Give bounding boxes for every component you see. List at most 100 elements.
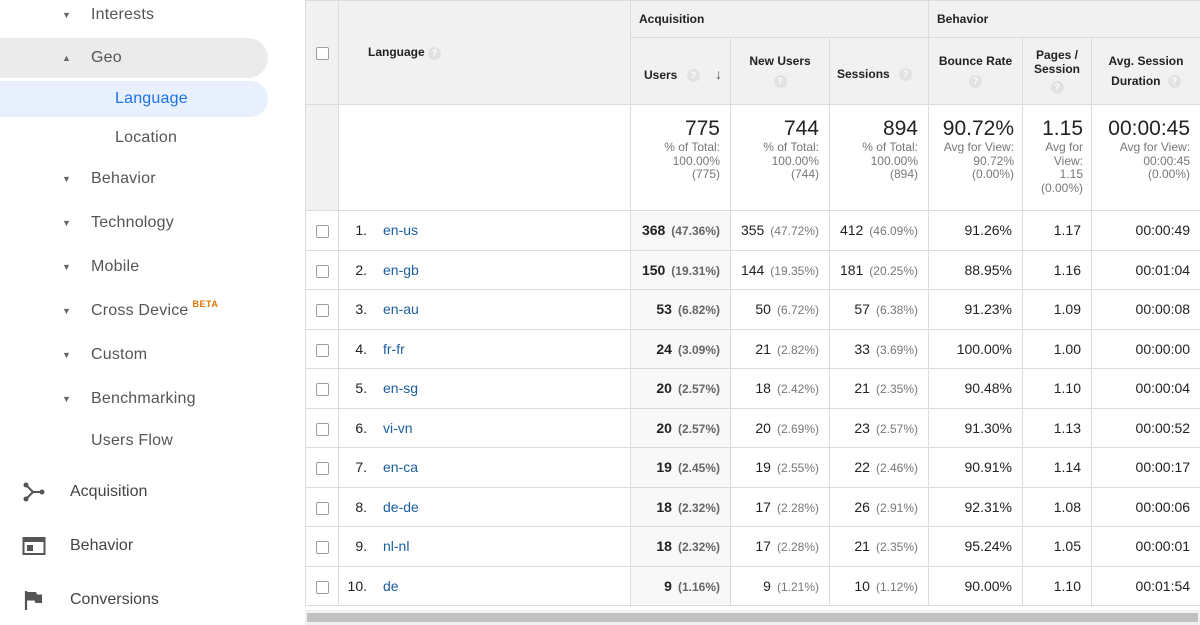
new-users-value: 18 xyxy=(755,380,771,397)
section-acquisition[interactable]: Acquisition xyxy=(0,470,300,514)
col-users[interactable]: Users ? ↓ xyxy=(630,37,731,105)
new-users-value: 19 xyxy=(755,459,771,476)
nav-label: Language xyxy=(115,90,188,107)
row-select-cell xyxy=(305,526,339,567)
sessions-percent: (1.12%) xyxy=(875,579,918,594)
total-bounce-rate: 90.72% Avg for View: 90.72% (0.00%) xyxy=(928,104,1023,211)
new-users-cell: 355 (47.72%) xyxy=(730,210,830,251)
sessions-percent: (3.69%) xyxy=(875,342,918,357)
row-checkbox[interactable] xyxy=(315,343,329,357)
row-checkbox[interactable] xyxy=(315,304,329,318)
row-checkbox[interactable] xyxy=(315,264,329,278)
pages-session-cell: 1.10 xyxy=(1022,565,1092,606)
language-link[interactable]: vi-vn xyxy=(383,419,413,436)
new-users-percent: (47.72%) xyxy=(770,224,819,239)
help-icon[interactable]: ? xyxy=(969,74,982,88)
scrollbar-thumb[interactable] xyxy=(307,613,1198,622)
col-avg-session-duration[interactable]: Avg. Session Duration ? xyxy=(1090,37,1200,105)
group-acquisition: Acquisition xyxy=(630,0,929,38)
nav-geo[interactable]: ▲ Geo xyxy=(0,38,268,78)
flag-icon xyxy=(22,589,46,611)
language-link[interactable]: en-sg xyxy=(383,380,419,397)
col-new-users[interactable]: New Users ? xyxy=(730,37,830,105)
table-row: 3. en-au 53 (6.82%) 50 (6.72%) 57 (6.38%) 91.23%… xyxy=(305,289,1200,330)
sessions-value: 21 xyxy=(854,380,870,397)
row-select-cell xyxy=(305,289,339,330)
row-rank: 5. xyxy=(355,380,367,397)
bounce-rate-cell: 92.31% xyxy=(928,486,1023,527)
language-link[interactable]: en-gb xyxy=(383,261,419,278)
nav-label: Geo xyxy=(91,49,122,66)
totals-row: 775 % of Total: 100.00% (775) 744 % of T… xyxy=(305,104,1200,211)
new-users-value: 144 xyxy=(740,261,765,278)
col-label: Users xyxy=(644,67,678,82)
row-select-cell xyxy=(305,368,339,409)
help-icon[interactable]: ? xyxy=(899,68,913,82)
row-checkbox[interactable] xyxy=(315,383,329,397)
col-bounce-rate[interactable]: Bounce Rate ? xyxy=(928,37,1023,105)
total-sub: 90.72% xyxy=(973,153,1014,168)
new-users-percent: (2.28%) xyxy=(776,500,819,515)
language-link[interactable]: fr-fr xyxy=(383,340,405,357)
select-all-checkbox[interactable] xyxy=(315,46,329,60)
language-link[interactable]: en-us xyxy=(383,222,419,239)
row-select-cell xyxy=(305,210,339,251)
nav-language[interactable]: Language xyxy=(0,81,268,117)
users-cell: 150 (19.31%) xyxy=(630,249,731,290)
users-percent: (2.57%) xyxy=(677,382,720,397)
col-label-line1: Pages / xyxy=(1035,48,1079,63)
help-icon[interactable]: ? xyxy=(773,74,787,88)
section-behavior[interactable]: Behavior xyxy=(0,524,300,568)
language-link[interactable]: en-ca xyxy=(383,459,419,476)
new-users-percent: (2.69%) xyxy=(776,421,819,436)
total-sub: 100.00% xyxy=(870,153,918,168)
behavior-icon xyxy=(22,535,46,557)
sessions-cell: 57 (6.38%) xyxy=(829,289,929,330)
row-select-cell xyxy=(305,486,339,527)
header-group-row: Language ? Acquisition Behavior xyxy=(305,0,1200,105)
new-users-value: 17 xyxy=(755,498,771,515)
help-icon[interactable]: ? xyxy=(428,46,442,60)
total-sub: 1.15 xyxy=(1059,167,1083,181)
horizontal-scrollbar[interactable] xyxy=(305,610,1200,625)
sessions-percent: (2.91%) xyxy=(875,500,918,515)
col-label: Bounce Rate xyxy=(938,54,1013,69)
new-users-cell: 9 (1.21%) xyxy=(730,565,830,606)
sessions-cell: 10 (1.12%) xyxy=(829,565,929,606)
row-checkbox[interactable] xyxy=(315,422,329,436)
total-users: 775 % of Total: 100.00% (775) xyxy=(630,104,731,211)
table-row: 7. en-ca 19 (2.45%) 19 (2.55%) 22 (2.46%) 90.91%… xyxy=(305,447,1200,488)
sessions-value: 21 xyxy=(854,538,870,555)
col-pages-session[interactable]: Pages / Session ? xyxy=(1022,37,1092,105)
dimension-header[interactable]: Language ? xyxy=(338,0,631,105)
table-row: 5. en-sg 20 (2.57%) 18 (2.42%) 21 (2.35%) 90.48%… xyxy=(305,368,1200,409)
language-link[interactable]: de xyxy=(383,577,399,594)
row-checkbox[interactable] xyxy=(315,225,329,239)
language-link[interactable]: de-de xyxy=(383,498,419,515)
table-row: 9. nl-nl 18 (2.32%) 17 (2.28%) 21 (2.35%) 95.24%… xyxy=(305,526,1200,567)
col-sessions[interactable]: Sessions ? xyxy=(829,37,929,105)
total-sub: (0.00%) xyxy=(1040,180,1083,195)
row-checkbox[interactable] xyxy=(315,501,329,515)
sessions-value: 23 xyxy=(854,419,870,436)
row-checkbox[interactable] xyxy=(315,580,329,594)
report-table: Language ? Acquisition Behavior Users ? … xyxy=(305,0,1200,606)
nav-label: Users Flow xyxy=(91,432,174,449)
language-link[interactable]: en-au xyxy=(383,301,419,318)
row-checkbox[interactable] xyxy=(315,462,329,476)
users-value: 9 xyxy=(664,577,672,594)
row-checkbox[interactable] xyxy=(315,541,329,555)
new-users-value: 20 xyxy=(755,419,771,436)
help-icon[interactable]: ? xyxy=(686,69,700,83)
nav-label: Mobile xyxy=(91,258,140,275)
help-icon[interactable]: ? xyxy=(1050,80,1064,94)
nav-label-text: Cross Device xyxy=(91,302,189,319)
new-users-cell: 20 (2.69%) xyxy=(730,407,830,448)
section-conversions[interactable]: Conversions xyxy=(0,578,300,622)
language-link[interactable]: nl-nl xyxy=(383,538,410,555)
sessions-value: 22 xyxy=(854,459,870,476)
sort-arrow-icon[interactable]: ↓ xyxy=(715,65,723,82)
pages-session-cell: 1.09 xyxy=(1022,289,1092,330)
acquisition-icon xyxy=(22,481,46,503)
help-icon[interactable]: ? xyxy=(1167,75,1181,89)
